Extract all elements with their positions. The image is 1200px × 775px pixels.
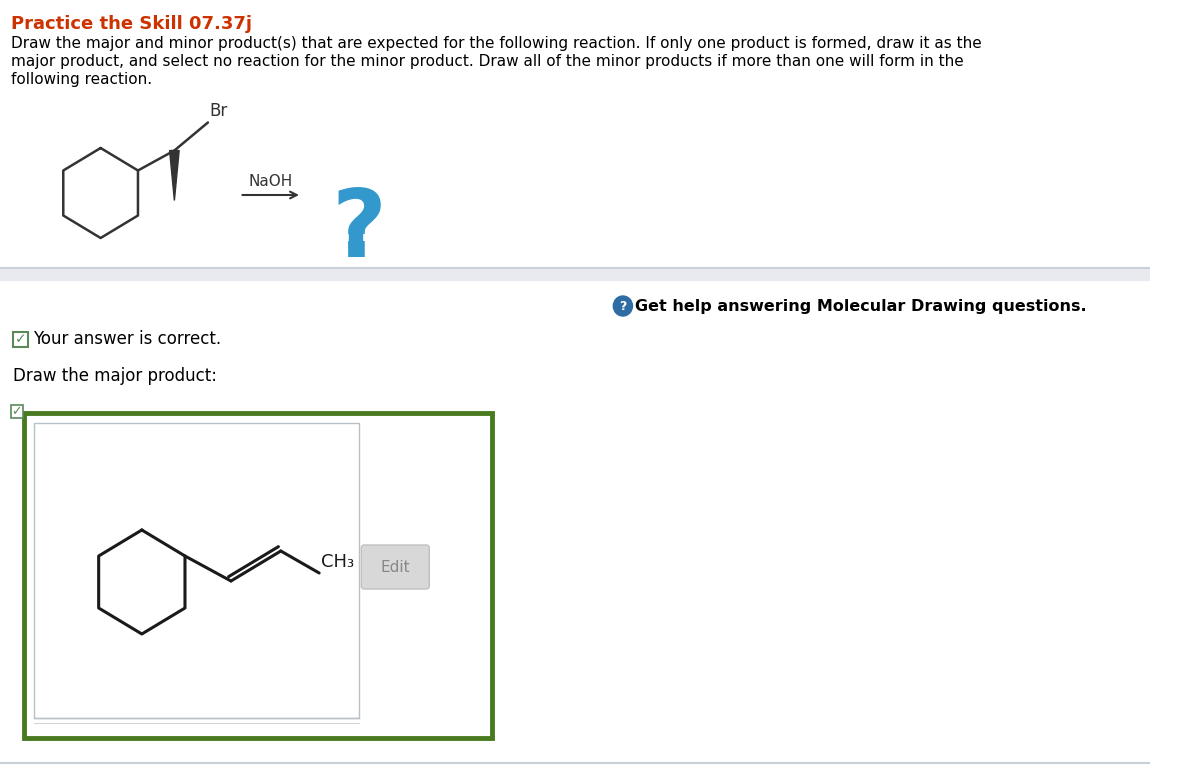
Bar bbox=[13, 332, 28, 347]
Polygon shape bbox=[169, 150, 179, 201]
Text: following reaction.: following reaction. bbox=[12, 72, 152, 87]
Bar bbox=[11, 405, 23, 418]
Text: ?: ? bbox=[619, 299, 626, 312]
FancyBboxPatch shape bbox=[361, 545, 430, 589]
Text: Get help answering Molecular Drawing questions.: Get help answering Molecular Drawing que… bbox=[635, 298, 1087, 314]
Bar bbox=[34, 423, 359, 718]
Bar bbox=[349, 233, 362, 247]
Text: ?: ? bbox=[332, 185, 386, 277]
Text: ✓: ✓ bbox=[14, 332, 26, 346]
Text: Draw the major product:: Draw the major product: bbox=[13, 367, 217, 385]
Text: Draw the major and minor product(s) that are expected for the following reaction: Draw the major and minor product(s) that… bbox=[12, 36, 983, 51]
Bar bbox=[24, 413, 492, 738]
Text: NaOH: NaOH bbox=[248, 174, 293, 189]
Text: CH₃: CH₃ bbox=[322, 553, 354, 571]
Text: Your answer is correct.: Your answer is correct. bbox=[32, 330, 221, 349]
Text: major product, and select no reaction for the minor product. Draw all of the min: major product, and select no reaction fo… bbox=[12, 54, 965, 69]
Text: Practice the Skill 07.37j: Practice the Skill 07.37j bbox=[12, 15, 252, 33]
Text: ✓: ✓ bbox=[12, 405, 22, 418]
Circle shape bbox=[613, 296, 632, 316]
Bar bbox=[0, 268, 1150, 280]
Text: Edit: Edit bbox=[380, 560, 410, 574]
Text: Br: Br bbox=[210, 102, 228, 120]
